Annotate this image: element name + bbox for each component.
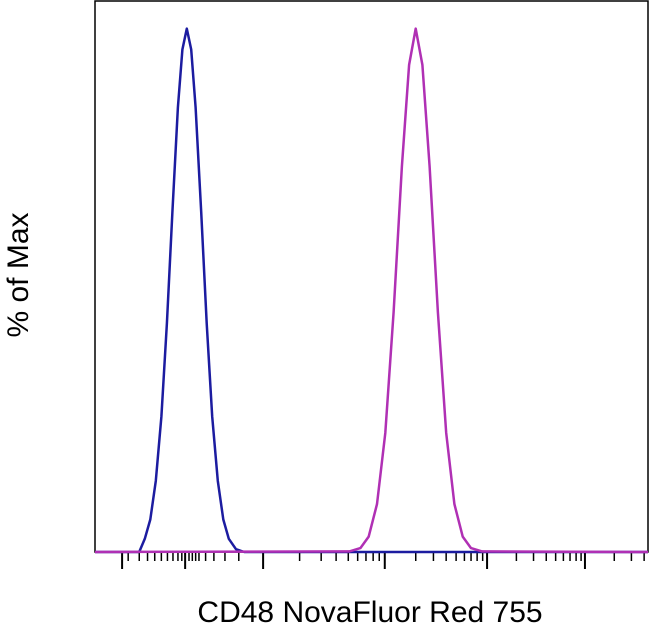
x-axis-label: CD48 NovaFluor Red 755 xyxy=(197,596,542,629)
histogram-line xyxy=(95,27,648,554)
plot-frame xyxy=(94,0,649,553)
histogram-line xyxy=(94,27,649,554)
y-axis-label: % of Max xyxy=(2,212,35,337)
